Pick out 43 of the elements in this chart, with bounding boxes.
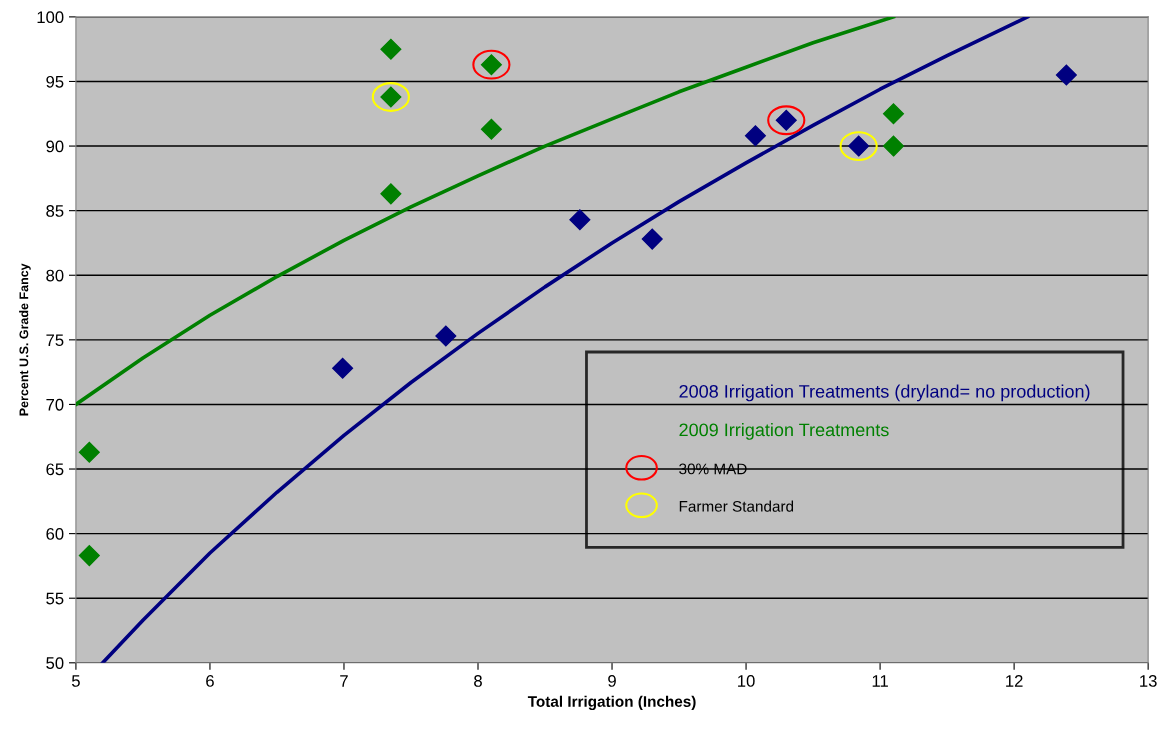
y-tick-label: 60: [46, 528, 64, 540]
point: [435, 325, 457, 347]
x-tick-label: 8: [474, 675, 482, 687]
y-tick-label: 90: [46, 140, 64, 153]
x-tick-label: 12: [1006, 675, 1023, 687]
y-axis-title: Percent U.S. Grade Fancy: [19, 263, 31, 416]
point: [380, 183, 402, 205]
y-tick-label: 80: [46, 269, 64, 282]
line-series: [75, 16, 896, 407]
x-tick-label: 7: [340, 675, 348, 687]
text: 2008 Irrigation Treatments (dryland= no production): [679, 384, 1090, 402]
x-tick-label: 6: [206, 675, 214, 687]
point: [882, 103, 905, 125]
y-tick-label: 75: [46, 334, 64, 347]
y-tick-label: 65: [46, 463, 64, 476]
x-tick-label: 5: [71, 675, 80, 687]
point: [78, 441, 100, 463]
y-tick-label: 50: [46, 657, 64, 670]
x-tick-label: 10: [738, 675, 755, 687]
point: [380, 38, 402, 60]
text: 2009 Irrigation Treatments: [679, 423, 889, 440]
legend-label: Farmer Standard: [679, 500, 794, 512]
x-axis-title: Total Irrigation (Inches): [527, 695, 696, 711]
y-tick-label: 55: [46, 592, 64, 605]
point: [472, 49, 511, 80]
point: [371, 82, 410, 112]
y-tick-label: 100: [37, 11, 64, 24]
point: [641, 228, 663, 250]
point: [78, 545, 100, 567]
y-tick-label: 95: [46, 75, 64, 88]
point: [744, 125, 766, 147]
point: [882, 135, 905, 157]
point: [569, 209, 591, 231]
point: [480, 118, 502, 140]
y-tick-label: 85: [46, 205, 64, 217]
y-tick-label: 70: [46, 398, 64, 411]
x-tick-label: 11: [872, 675, 888, 687]
x-tick-label: 13: [1140, 675, 1157, 687]
point: [767, 105, 806, 136]
point: [839, 131, 878, 161]
point: [332, 357, 354, 379]
point: [1055, 64, 1077, 86]
x-tick-label: 9: [608, 675, 616, 687]
